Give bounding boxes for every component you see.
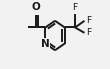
Text: F: F bbox=[86, 16, 91, 25]
Text: F: F bbox=[72, 3, 78, 12]
Text: N: N bbox=[41, 39, 50, 49]
Text: F: F bbox=[86, 28, 91, 37]
Text: O: O bbox=[32, 2, 41, 12]
